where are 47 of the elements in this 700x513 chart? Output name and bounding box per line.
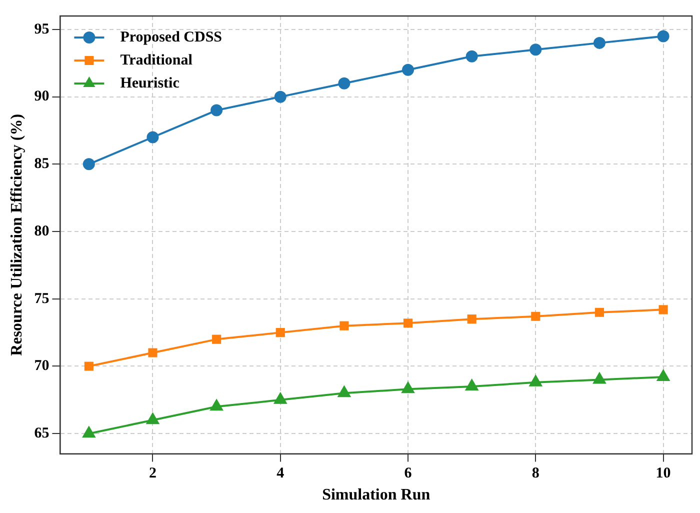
- point: [338, 386, 350, 398]
- point: [594, 308, 604, 317]
- y-tick-label: 95: [34, 21, 50, 38]
- x-tick-label: 10: [656, 466, 671, 482]
- point: [210, 104, 223, 116]
- point: [531, 312, 540, 321]
- point: [593, 36, 606, 49]
- point: [466, 50, 478, 62]
- legend-label: Heuristic: [120, 75, 180, 92]
- point: [146, 413, 159, 424]
- point: [402, 64, 414, 76]
- x-tick-label: 2: [148, 466, 156, 482]
- point: [403, 318, 413, 328]
- point: [530, 44, 542, 56]
- point: [274, 90, 286, 103]
- y-tick-label: 80: [34, 223, 50, 240]
- y-tick-label: 90: [34, 88, 50, 105]
- point: [657, 30, 670, 42]
- point: [274, 392, 287, 404]
- point: [402, 382, 414, 394]
- point: [276, 328, 285, 338]
- point: [340, 321, 349, 330]
- y-axis-title: Resource Utilization Efficiency (%): [8, 114, 26, 356]
- point: [658, 305, 668, 314]
- y-tick-label: 75: [34, 290, 50, 307]
- point: [146, 131, 159, 144]
- point: [210, 400, 223, 411]
- point: [529, 375, 542, 386]
- y-tick-label: 85: [34, 156, 50, 172]
- point: [148, 348, 158, 358]
- point: [212, 334, 222, 344]
- legend-label: Proposed CDSS: [120, 29, 222, 46]
- y-tick-label: 65: [34, 425, 50, 442]
- point: [82, 426, 96, 438]
- y-tick-label: 70: [34, 358, 50, 374]
- x-axis-title: Simulation Run: [322, 486, 430, 504]
- x-tick-label: 8: [532, 466, 540, 482]
- point: [338, 77, 350, 90]
- x-tick-label: 6: [404, 466, 412, 482]
- point: [466, 379, 478, 390]
- point: [84, 362, 94, 371]
- legend-label: Traditional: [120, 52, 192, 68]
- point: [593, 372, 606, 384]
- x-tick-label: 4: [276, 466, 285, 482]
- point: [82, 158, 95, 170]
- point: [657, 370, 670, 382]
- point: [467, 314, 476, 324]
